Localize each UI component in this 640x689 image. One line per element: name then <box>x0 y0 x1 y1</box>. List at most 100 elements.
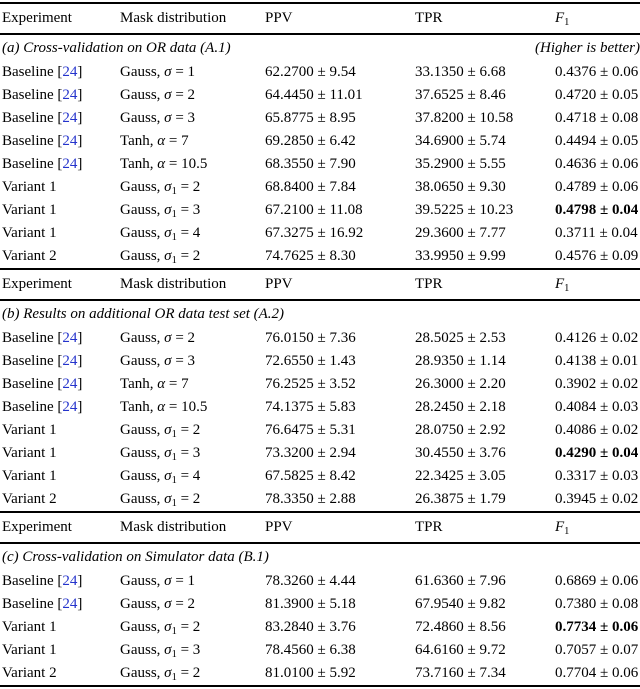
experiment-cell: Baseline [24] <box>2 156 120 173</box>
citation-link[interactable]: 24 <box>62 376 78 392</box>
citation-bracket-open: [ <box>53 399 63 415</box>
column-header-experiment: Experiment <box>2 276 72 292</box>
citation-bracket-close: ] <box>77 156 83 172</box>
f1-subscript: 1 <box>564 526 570 537</box>
citation-bracket-open: [ <box>53 133 63 149</box>
table-row: Variant 1 Gauss, σ1 = 4 67.3275 ± 16.92 29.… <box>0 222 640 245</box>
table-row: Variant 1 Gauss, σ1 = 2 68.8400 ± 7.84 38.0… <box>0 176 640 199</box>
mask-value: 2 <box>192 248 201 264</box>
tpr-cell: 38.0650 ± 9.30 <box>415 179 506 195</box>
mask-cell: Gauss, σ1 = 2 <box>120 422 265 440</box>
citation-link[interactable]: 24 <box>62 353 78 369</box>
column-header-ppv: PPV <box>265 276 293 292</box>
mask-cell: Gauss, σ = 2 <box>120 596 265 613</box>
mask-subscript: 1 <box>171 232 177 243</box>
citation-link[interactable]: 24 <box>62 399 78 415</box>
table-row: Variant 2 Gauss, σ1 = 2 74.7625 ± 8.30 33.9… <box>0 245 640 268</box>
experiment-cell: Variant 1 <box>2 225 120 242</box>
section-title: (b) Results on additional OR data test s… <box>2 305 285 322</box>
experiment-cell: Variant 2 <box>2 248 120 265</box>
experiment-name: Variant 2 <box>2 248 57 264</box>
mask-subscript: 1 <box>171 429 177 440</box>
mask-cell: Gauss, σ = 3 <box>120 110 265 127</box>
citation-link[interactable]: 24 <box>62 156 78 172</box>
table-row: Baseline [24] Tanh, α = 7 76.2525 ± 3.52 26… <box>0 373 640 396</box>
mask-equals: = <box>176 491 193 507</box>
mask-variable: σ <box>164 110 172 126</box>
column-header-f1: F1 <box>555 10 640 28</box>
mask-variable: α <box>157 376 166 392</box>
citation-bracket-close: ] <box>77 399 83 415</box>
experiment-cell: Baseline [24] <box>2 64 120 81</box>
citation-bracket-close: ] <box>77 110 83 126</box>
mask-cell: Gauss, σ1 = 3 <box>120 642 265 660</box>
table-rule <box>0 299 640 301</box>
f1-subscript: 1 <box>564 283 570 294</box>
mask-equals: = <box>176 642 193 658</box>
table-row: Baseline [24] Gauss, σ = 3 72.6550 ± 1.43 2… <box>0 350 640 373</box>
f1-cell: 0.3945 ± 0.02 <box>555 491 639 507</box>
mask-family: Tanh, <box>120 156 158 172</box>
mask-subscript: 1 <box>171 626 177 637</box>
experiment-name: Variant 1 <box>2 179 57 195</box>
table-rule <box>0 542 640 544</box>
ppv-cell: 67.2100 ± 11.08 <box>265 202 363 218</box>
citation-link[interactable]: 24 <box>62 596 78 612</box>
mask-variable: σ <box>164 468 172 484</box>
experiment-cell: Baseline [24] <box>2 353 120 370</box>
citation-link[interactable]: 24 <box>62 64 78 80</box>
citation-bracket-close: ] <box>77 353 83 369</box>
mask-family: Tanh, <box>120 133 158 149</box>
mask-family: Gauss, <box>120 422 165 438</box>
mask-variable: σ <box>164 179 172 195</box>
mask-variable: σ <box>164 202 172 218</box>
mask-cell: Gauss, σ = 1 <box>120 64 265 81</box>
section-title: (a) Cross-validation on OR data (A.1) <box>2 39 231 56</box>
mask-variable: α <box>157 156 166 172</box>
mask-equals: = <box>171 573 188 589</box>
table-row: Baseline [24] Tanh, α = 10.5 74.1375 ± 5.8… <box>0 396 640 419</box>
mask-equals: = <box>171 330 188 346</box>
citation-bracket-close: ] <box>77 573 83 589</box>
mask-cell: Gauss, σ1 = 4 <box>120 225 265 243</box>
tpr-cell: 37.6525 ± 8.46 <box>415 87 506 103</box>
f1-subscript: 1 <box>564 17 570 28</box>
citation-bracket-open: [ <box>53 573 63 589</box>
citation-link[interactable]: 24 <box>62 133 78 149</box>
mask-cell: Gauss, σ1 = 2 <box>120 248 265 266</box>
mask-value: 2 <box>187 87 196 103</box>
mask-subscript: 1 <box>171 452 177 463</box>
f1-symbol: F <box>555 276 565 292</box>
ppv-cell: 78.4560 ± 6.38 <box>265 642 356 658</box>
citation-link[interactable]: 24 <box>62 330 78 346</box>
table-row: Variant 2 Gauss, σ1 = 2 78.3350 ± 2.88 26.3… <box>0 488 640 511</box>
mask-equals: = <box>176 179 193 195</box>
citation-bracket-close: ] <box>77 133 83 149</box>
mask-equals: = <box>171 596 188 612</box>
mask-family: Gauss, <box>120 665 165 681</box>
mask-value: 2 <box>192 422 201 438</box>
ppv-cell: 73.3200 ± 2.94 <box>265 445 356 461</box>
mask-equals: = <box>176 248 193 264</box>
citation-link[interactable]: 24 <box>62 110 78 126</box>
mask-variable: σ <box>164 330 172 346</box>
citation-bracket-close: ] <box>77 376 83 392</box>
citation-link[interactable]: 24 <box>62 573 78 589</box>
ppv-cell: 65.8775 ± 8.95 <box>265 110 356 126</box>
tpr-cell: 33.1350 ± 6.68 <box>415 64 506 80</box>
section-title: (c) Cross-validation on Simulator data (… <box>2 548 269 565</box>
experiment-cell: Baseline [24] <box>2 110 120 127</box>
tpr-cell: 67.9540 ± 9.82 <box>415 596 506 612</box>
ppv-cell: 76.0150 ± 7.36 <box>265 330 356 346</box>
mask-variable: σ <box>164 64 172 80</box>
citation-bracket-open: [ <box>53 156 63 172</box>
table-row: Baseline [24] Gauss, σ = 3 65.8775 ± 8.95 3… <box>0 107 640 130</box>
tpr-cell: 37.8200 ± 10.58 <box>415 110 514 126</box>
citation-bracket-open: [ <box>53 596 63 612</box>
citation-link[interactable]: 24 <box>62 87 78 103</box>
f1-cell: 0.4576 ± 0.09 <box>555 248 639 264</box>
column-header-f1: F1 <box>555 519 640 537</box>
mask-equals: = <box>171 110 188 126</box>
mask-family: Gauss, <box>120 179 165 195</box>
